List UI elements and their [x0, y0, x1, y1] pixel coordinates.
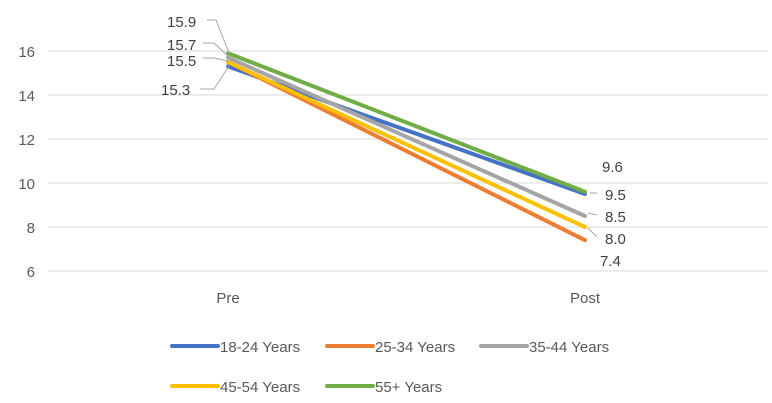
leader-line — [203, 57, 230, 62]
x-tick-label: Pre — [216, 290, 239, 307]
series-line — [226, 60, 587, 229]
leader-line — [200, 65, 230, 90]
data-labels: 15.9 15.715.5 15.3 9.6 9.5 8.5 8.0 7.4 — [161, 14, 626, 270]
leader-line — [207, 19, 230, 54]
legend-label: 55+ Years — [375, 379, 442, 396]
legend-label: 18-24 Years — [220, 339, 300, 356]
data-label: 9.5 — [605, 187, 626, 204]
data-label: 15.9 — [167, 14, 196, 31]
y-tick-label: 6 — [27, 264, 35, 281]
data-label: 15.3 — [161, 82, 190, 99]
series-lines — [226, 51, 587, 243]
legend: 18-24 Years 25-34 Years 35-44 Years 45-54 Y… — [170, 339, 609, 396]
y-tick-label: 8 — [27, 220, 35, 237]
leader-line — [587, 227, 598, 238]
data-label: 7.4 — [600, 253, 621, 270]
data-label: 9.6 — [602, 159, 623, 176]
data-label: 8.0 — [605, 231, 626, 248]
y-tick-label: 12 — [18, 132, 35, 149]
y-tick-label: 10 — [18, 176, 35, 193]
y-tick-label: 14 — [18, 88, 35, 105]
leader-line — [587, 212, 598, 216]
legend-label: 35-44 Years — [529, 339, 609, 356]
data-label: 15.7 — [167, 37, 196, 54]
series-line — [226, 55, 587, 218]
data-label: 15.5 — [167, 53, 196, 70]
legend-label: 45-54 Years — [220, 379, 300, 396]
data-label: 8.5 — [605, 209, 626, 226]
gridlines — [48, 50, 768, 272]
y-tick-label: 16 — [18, 44, 35, 61]
x-tick-label: Post — [570, 290, 601, 307]
legend-label: 25-34 Years — [375, 339, 455, 356]
leader-line — [203, 42, 230, 58]
axes: 16 14 12 10 8 6 Pre Post — [18, 44, 601, 307]
series-line — [226, 51, 587, 194]
